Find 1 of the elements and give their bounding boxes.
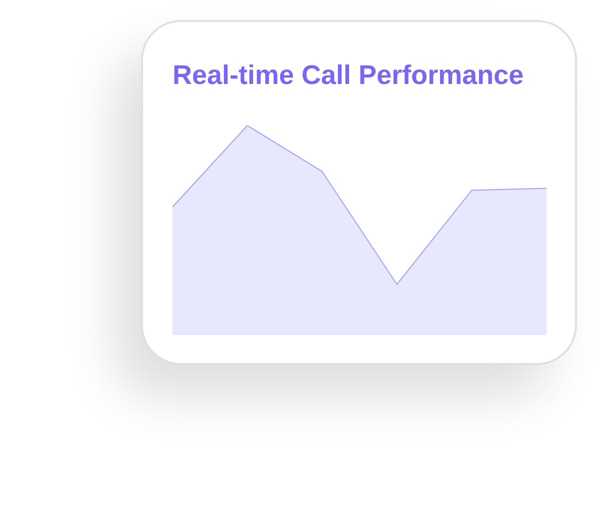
chart-title: Real-time Call Performance bbox=[172, 60, 524, 90]
